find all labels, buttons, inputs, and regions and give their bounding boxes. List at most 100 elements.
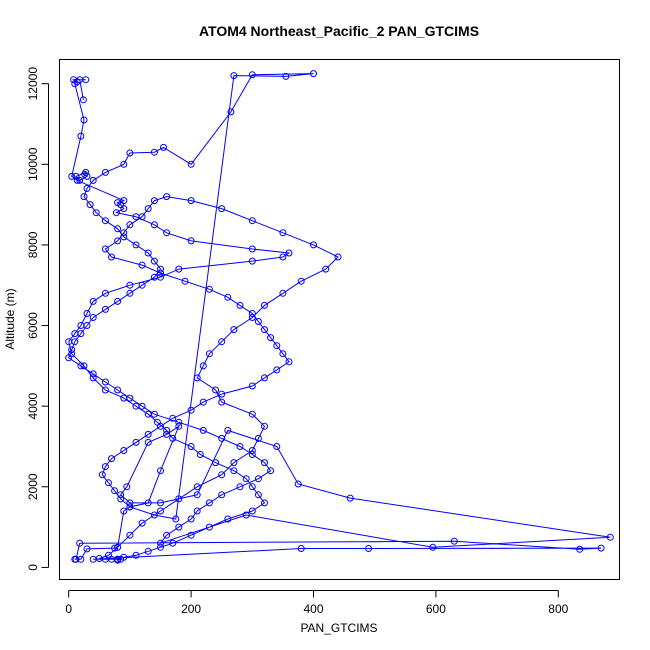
data-point [175, 422, 183, 430]
data-point [157, 265, 164, 273]
data-point [248, 245, 256, 253]
series-line [68, 73, 611, 561]
data-point [248, 314, 256, 321]
data-point [236, 301, 244, 309]
data-point [101, 245, 109, 253]
plot-frame [59, 59, 620, 580]
data-point [224, 293, 232, 301]
data-point [120, 233, 128, 241]
data-point [322, 265, 330, 273]
data-point [150, 221, 158, 229]
data-point [254, 491, 262, 499]
data-point [123, 483, 131, 491]
data-point [261, 422, 268, 430]
data-point [236, 443, 244, 450]
data-point [89, 555, 97, 563]
data-point [76, 176, 84, 184]
data-point [193, 483, 201, 491]
data-point [282, 72, 290, 80]
data-point [199, 362, 207, 370]
data-point [112, 209, 120, 217]
data-point [108, 253, 115, 261]
data-point [126, 394, 134, 402]
data-point [72, 555, 80, 563]
data-point [150, 410, 158, 418]
data-point [114, 543, 122, 551]
data-point [138, 281, 146, 289]
data-point [248, 382, 256, 390]
data-point [150, 257, 158, 265]
data-point [89, 314, 97, 321]
data-point [132, 551, 140, 559]
data-point [193, 491, 201, 499]
y-axis: 0 2000 4000 6000 8000 10000 12000 [26, 67, 49, 571]
x-tick-label: 800 [548, 602, 568, 616]
data-point [175, 418, 183, 426]
data-point [111, 487, 119, 495]
data-point [429, 543, 437, 551]
data-point [101, 463, 109, 471]
data-point [138, 213, 146, 221]
data-point [224, 426, 232, 434]
data-point [261, 374, 268, 382]
data-point [150, 197, 158, 205]
data-point [80, 362, 88, 370]
y-tick-label: 10000 [26, 147, 40, 181]
data-point [242, 511, 250, 519]
data-point [150, 511, 158, 519]
data-point [230, 467, 238, 475]
data-point [187, 515, 195, 523]
data-point [120, 507, 128, 515]
data-point [101, 168, 109, 176]
data-point [227, 108, 235, 116]
data-point [346, 494, 354, 502]
data-point [77, 330, 85, 338]
data-point [126, 281, 134, 289]
data-point [101, 378, 109, 386]
data-point [157, 543, 164, 551]
data-point [72, 172, 80, 180]
data-point [205, 523, 213, 531]
data-point [77, 362, 85, 370]
data-point [117, 491, 125, 499]
data-point [273, 366, 281, 374]
y-axis-label: Altitude (m) [3, 288, 17, 349]
y-tick-label: 4000 [26, 392, 40, 419]
data-point [82, 168, 90, 176]
data-point [144, 438, 152, 446]
data-point [576, 545, 584, 553]
data-point [120, 229, 128, 237]
data-point [310, 241, 317, 249]
data-point [157, 467, 164, 475]
data-point [205, 350, 213, 358]
data-point [230, 459, 238, 467]
y-tick-label: 12000 [26, 67, 40, 101]
data-point [261, 499, 268, 507]
data-point [163, 430, 171, 438]
data-point [126, 289, 134, 297]
data-point [218, 338, 226, 346]
data-point [82, 76, 90, 84]
y-tick-label: 2000 [26, 473, 40, 500]
data-point [101, 386, 109, 394]
data-point [450, 537, 458, 545]
data-point [193, 507, 201, 515]
x-tick-label: 600 [426, 602, 446, 616]
data-point [144, 430, 152, 438]
data-point [163, 426, 171, 434]
data-point [248, 447, 256, 454]
data-point [150, 148, 158, 156]
data-point [101, 217, 109, 225]
data-point [101, 289, 109, 297]
data-point [157, 499, 164, 507]
data-point [114, 225, 122, 233]
data-point [114, 386, 122, 394]
data-point [310, 70, 317, 78]
x-tick-label: 400 [303, 602, 323, 616]
data-point [157, 507, 164, 515]
data-point [175, 523, 183, 531]
data-point [126, 149, 134, 157]
data-point [248, 451, 256, 458]
y-tick-label: 0 [26, 564, 40, 571]
x-tick-label: 0 [65, 602, 72, 616]
